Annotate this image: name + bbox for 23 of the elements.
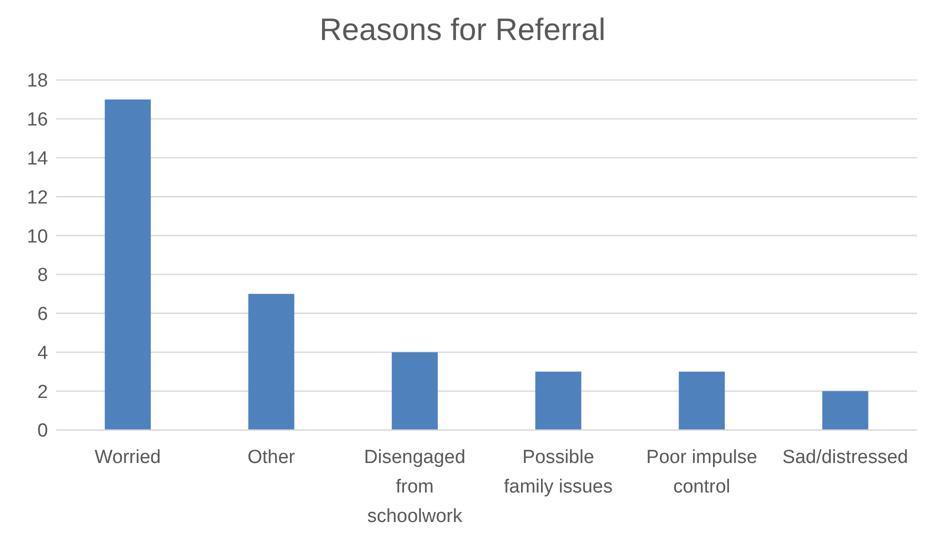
bar xyxy=(248,294,294,430)
y-tick-label: 14 xyxy=(26,148,48,170)
y-tick-label: 18 xyxy=(26,70,48,92)
x-tick-label: Other xyxy=(247,447,296,468)
bar xyxy=(104,99,151,430)
chart-title: Reasons for Referral xyxy=(318,12,606,48)
bar xyxy=(822,391,868,430)
x-tick-label: Poor impulse control xyxy=(646,447,758,498)
bar xyxy=(678,372,725,430)
x-tick-label: Possible family issues xyxy=(504,447,613,498)
y-tick-label: 16 xyxy=(26,110,48,131)
x-tick-label: Worried xyxy=(94,447,161,468)
y-tick-label: 12 xyxy=(26,187,48,208)
bar xyxy=(535,372,582,430)
y-tick-label: 6 xyxy=(37,304,48,326)
y-tick-label: 4 xyxy=(37,342,48,364)
bar xyxy=(392,352,438,430)
y-tick-label: 2 xyxy=(37,382,48,403)
y-tick-label: 10 xyxy=(26,226,48,248)
y-tick-label: 0 xyxy=(37,420,48,442)
x-tick-label: Disengaged from schoolwork xyxy=(364,447,466,527)
y-tick-label: 8 xyxy=(37,265,48,286)
x-tick-label: Sad/distressed xyxy=(782,447,908,468)
